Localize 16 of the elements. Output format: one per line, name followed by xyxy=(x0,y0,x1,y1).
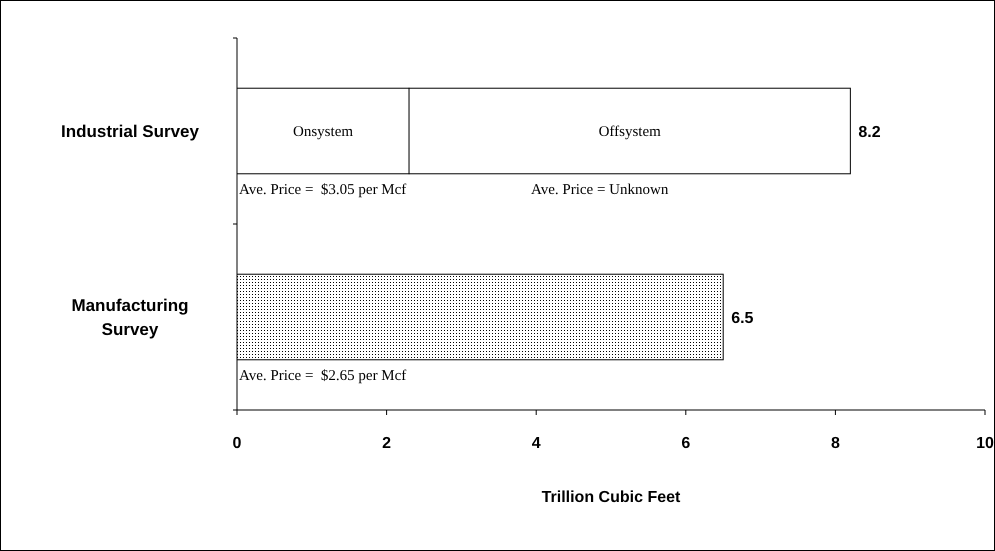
x-tick-label: 10 xyxy=(976,435,994,452)
x-tick-label: 2 xyxy=(382,435,392,452)
total-label: 6.5 xyxy=(731,310,754,327)
total-label: 8.2 xyxy=(858,124,881,141)
annotation: Ave. Price = $2.65 per Mcf xyxy=(239,368,406,384)
y-tick-label: Industrial Survey xyxy=(61,122,200,141)
x-tick-label: 0 xyxy=(232,435,242,452)
y-tick-label: Manufacturing Survey xyxy=(71,296,189,339)
series-label: Onsystem xyxy=(293,124,354,140)
x-tick-label: 4 xyxy=(532,435,541,452)
x-tick-label: 6 xyxy=(681,435,690,452)
x-tick-label: 8 xyxy=(830,435,840,452)
x-axis-title: Trillion Cubic Feet xyxy=(542,489,682,506)
annotation: Ave. Price = $3.05 per Mcf xyxy=(239,182,406,198)
series-label: Offsystem xyxy=(598,124,662,140)
annotation: Ave. Price = Unknown xyxy=(531,182,669,198)
